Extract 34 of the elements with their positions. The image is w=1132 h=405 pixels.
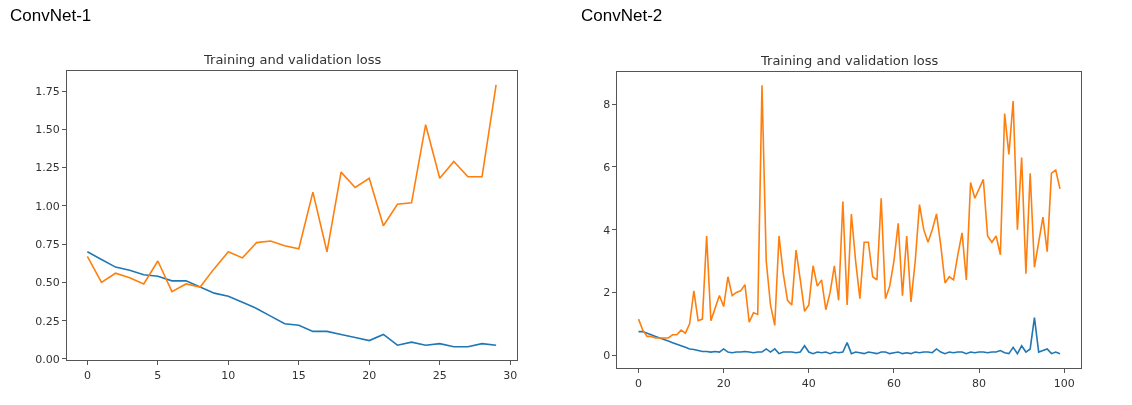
x-tick-label: 10 bbox=[221, 368, 236, 382]
chart-title: ConvNet-1 bbox=[10, 6, 92, 25]
chart-subtitle: Training and validation loss bbox=[203, 52, 382, 67]
x-tick-label: 20 bbox=[362, 368, 377, 382]
x-tick-label: 20 bbox=[716, 376, 731, 390]
y-tick-label: 0.50 bbox=[35, 276, 60, 290]
x-tick-label: 15 bbox=[291, 368, 306, 382]
x-tick-label: 25 bbox=[432, 368, 447, 382]
y-tick-label: 4 bbox=[603, 223, 611, 237]
y-tick-label: 2 bbox=[603, 286, 611, 300]
x-tick-label: 30 bbox=[503, 368, 518, 382]
x-tick-label: 60 bbox=[886, 376, 901, 390]
line-series bbox=[86, 84, 497, 293]
x-tick-label: 100 bbox=[1053, 376, 1075, 390]
y-tick-label: 1.00 bbox=[35, 199, 60, 213]
y-tick-label: 0.25 bbox=[35, 314, 60, 328]
y-tick-label: 0 bbox=[603, 349, 611, 363]
y-tick-label: 1.50 bbox=[35, 123, 60, 137]
line-series bbox=[637, 316, 1061, 355]
x-tick-label: 0 bbox=[635, 376, 643, 390]
chart-subtitle: Training and validation loss bbox=[760, 53, 939, 68]
y-tick-label: 8 bbox=[603, 97, 611, 111]
x-tick-label: 5 bbox=[154, 368, 162, 382]
y-tick-label: 1.25 bbox=[35, 161, 60, 175]
x-tick-label: 40 bbox=[801, 376, 816, 390]
x-tick-label: 80 bbox=[972, 376, 987, 390]
chart-title: ConvNet-2 bbox=[581, 6, 663, 25]
x-tick-label: 0 bbox=[83, 368, 91, 382]
y-tick-label: 0.00 bbox=[35, 352, 60, 366]
line-series bbox=[637, 84, 1061, 339]
y-tick-label: 6 bbox=[603, 160, 611, 174]
y-tick-label: 0.75 bbox=[35, 237, 60, 251]
y-tick-label: 1.75 bbox=[35, 84, 60, 98]
line-series bbox=[86, 250, 497, 348]
